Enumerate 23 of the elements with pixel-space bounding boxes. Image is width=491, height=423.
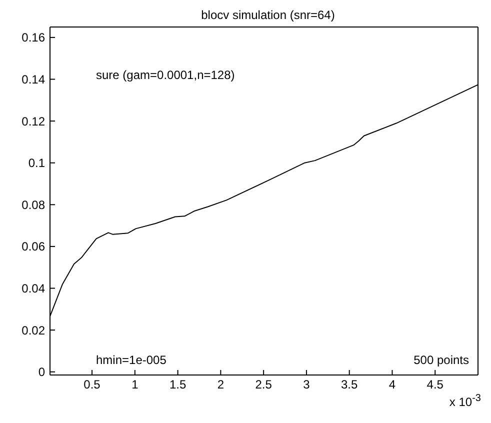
x-tick-label: 3 <box>303 378 310 392</box>
y-tick-label: 0.1 <box>28 156 46 170</box>
x-tick-label: 4 <box>388 378 396 392</box>
y-tick-label: 0.16 <box>22 30 46 45</box>
x-tick-label: 1.5 <box>169 378 186 392</box>
x-tick-label: 1 <box>132 378 139 392</box>
x-tick-label: 4.5 <box>426 378 444 392</box>
annotation: sure (gam=0.0001,n=128) <box>96 68 235 82</box>
y-tick-label: 0.08 <box>22 198 46 212</box>
y-tick-label: 0.12 <box>22 114 46 128</box>
annotation: hmin=1e-005 <box>96 353 166 367</box>
y-tick-label: 0.06 <box>22 240 46 254</box>
x-tick-label: 3.5 <box>341 378 358 392</box>
chart-title: blocv simulation (snr=64) <box>200 8 336 22</box>
x-tick-label: 2 <box>217 378 224 392</box>
x-tick-label: 2.5 <box>255 378 272 392</box>
annotation: 500 points <box>414 353 469 367</box>
y-tick-label: 0.04 <box>22 282 46 296</box>
y-tick-label: 0.14 <box>22 72 46 87</box>
x-tick-label: 0.5 <box>84 378 101 392</box>
text: x 10$^{-3}$ <box>449 393 481 409</box>
y-tick-label: 0.02 <box>22 323 46 338</box>
y-tick-label: 0 <box>38 365 46 380</box>
